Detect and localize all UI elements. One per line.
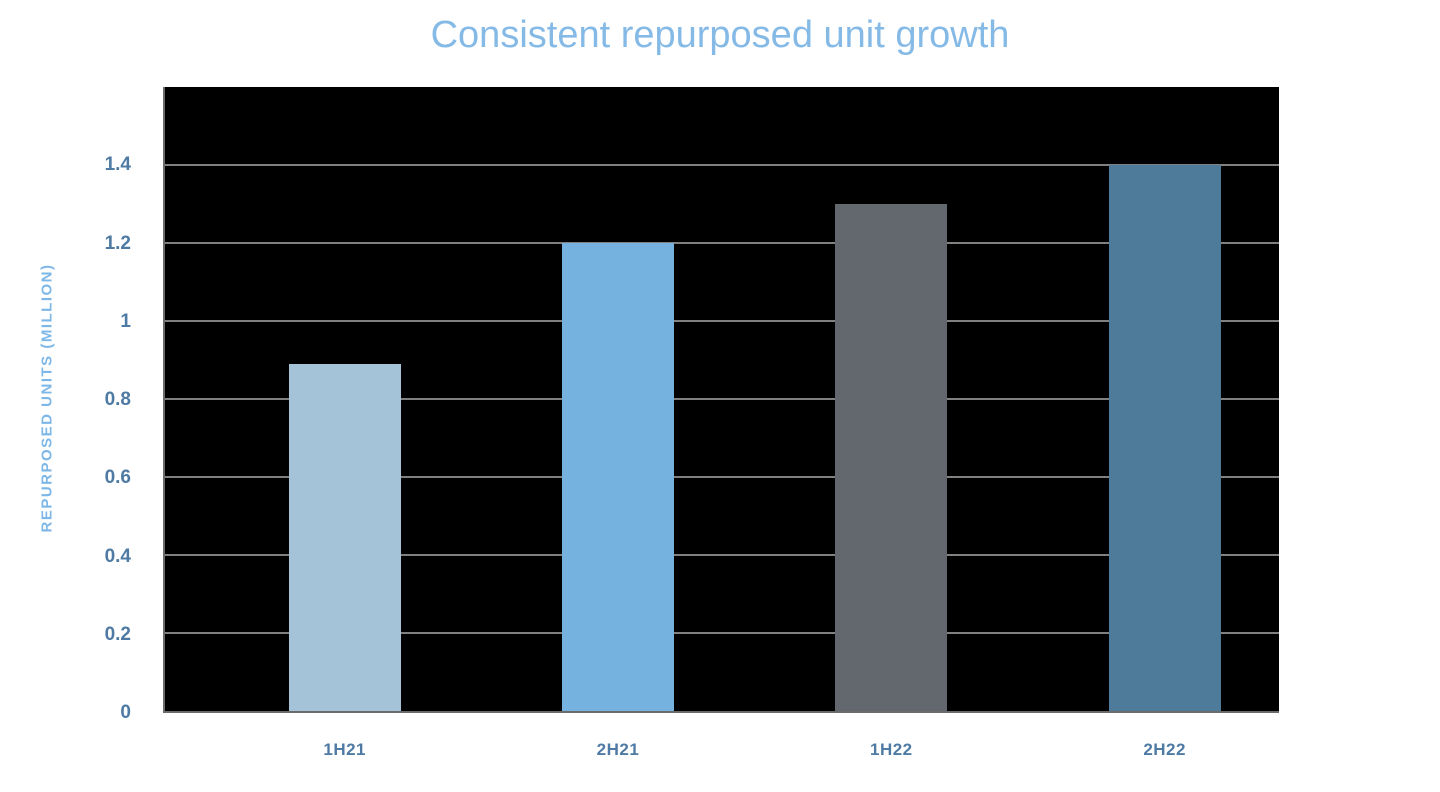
plot-area bbox=[163, 87, 1279, 713]
gridline bbox=[165, 398, 1279, 400]
x-tick-label: 1H21 bbox=[323, 740, 367, 759]
y-tick-label: 0.2 bbox=[104, 623, 131, 645]
gridline bbox=[165, 632, 1279, 634]
y-tick-label: 0.4 bbox=[104, 545, 131, 567]
x-axis-ticks: 1H21 2H21 1H22 2H22 bbox=[165, 740, 1279, 770]
y-axis-ticks: 0 0.2 0.4 0.6 0.8 1 1.2 1.4 bbox=[0, 87, 131, 723]
y-tick-label: 0.6 bbox=[104, 467, 131, 489]
chart-title: Consistent repurposed unit growth bbox=[430, 14, 1010, 56]
x-tick-label: 1H22 bbox=[869, 740, 913, 759]
bar-1h21 bbox=[288, 363, 401, 711]
y-tick-label: 1.2 bbox=[104, 232, 131, 254]
y-tick-label: 0.8 bbox=[104, 389, 131, 410]
gridline bbox=[165, 554, 1279, 556]
gridline bbox=[165, 320, 1279, 322]
bar-2h21 bbox=[562, 243, 674, 711]
gridline bbox=[165, 476, 1279, 478]
x-tick-label: 2H21 bbox=[596, 740, 640, 759]
y-tick-label: 0 bbox=[120, 702, 131, 723]
gridline bbox=[165, 164, 1279, 166]
y-tick-label: 1.4 bbox=[104, 154, 131, 176]
gridline bbox=[165, 242, 1279, 244]
y-tick-label: 1 bbox=[120, 310, 131, 332]
bar-1h22 bbox=[835, 204, 948, 711]
x-tick-label: 2H22 bbox=[1143, 740, 1186, 759]
bar-2h22 bbox=[1108, 165, 1221, 711]
